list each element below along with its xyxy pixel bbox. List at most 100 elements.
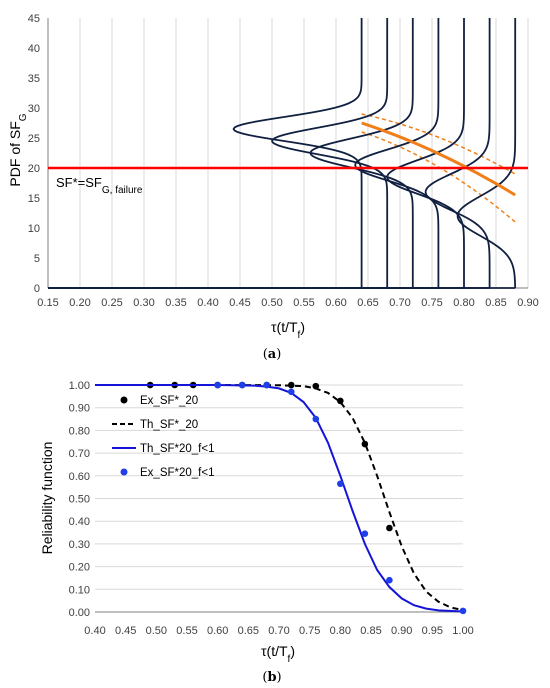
legend-marker <box>120 396 128 404</box>
x-tick-label: 0.15 <box>37 297 58 309</box>
y-tick-label: 0.10 <box>69 584 90 596</box>
x-tick-label: 0.75 <box>421 297 442 309</box>
pdf-curve <box>48 18 465 289</box>
x-tick-label: 0.50 <box>146 625 167 637</box>
x-axis-title-sub: f <box>288 654 291 665</box>
x-tick-label: 0.90 <box>517 297 538 309</box>
panel-label-a-open: ( <box>263 347 268 362</box>
y-tick-label: 0.70 <box>69 448 90 460</box>
legend-label: Ex_SF*_20 <box>140 395 198 407</box>
y-tick-label: 0.50 <box>69 494 90 506</box>
y-tick-label: 0.40 <box>69 516 90 528</box>
y-axis-title-main: PDF of SF <box>7 121 23 186</box>
y-tick-label: 20 <box>28 163 40 175</box>
x-axis-title: τ(t/Tf) <box>261 643 295 665</box>
x-tick-label: 0.75 <box>299 625 320 637</box>
pdf-curve <box>48 18 389 289</box>
x-tick-label: 1.00 <box>452 625 473 637</box>
panel-label-b-letter: b <box>267 670 276 685</box>
x-tick-label: 0.65 <box>238 625 259 637</box>
mean-line <box>361 121 516 197</box>
x-tick-label: 0.50 <box>261 297 282 309</box>
x-tick-label: 0.95 <box>422 625 443 637</box>
y-tick-label: 25 <box>28 133 40 145</box>
data-point <box>287 381 295 389</box>
y-tick-label: 10 <box>28 223 40 235</box>
y-tick-label: 35 <box>28 73 40 85</box>
x-axis-title-close: ) <box>290 643 295 659</box>
x-tick-label: 0.80 <box>330 625 351 637</box>
panel-label-a-close: ) <box>276 347 281 362</box>
x-tick-label: 0.70 <box>389 297 410 309</box>
y-tick-label: 0.80 <box>69 425 90 437</box>
x-tick-label: 0.60 <box>325 297 346 309</box>
y-tick-label: 0 <box>34 283 40 295</box>
legend-label: Th_SF*20_f<1 <box>140 443 214 455</box>
data-point <box>238 381 246 389</box>
x-tick-label: 0.20 <box>69 297 90 309</box>
panel-label-a-letter: a <box>268 347 277 362</box>
series-line <box>95 384 464 612</box>
x-axis-title: τ(t/Tf) <box>271 319 305 341</box>
x-tick-label: 0.85 <box>360 625 381 637</box>
y-tick-label: 40 <box>28 43 40 55</box>
y-axis-title: PDF of SFG <box>7 113 29 186</box>
threshold-label-sub: G, failure <box>102 185 143 196</box>
x-tick-label: 0.25 <box>101 297 122 309</box>
y-tick-label: 0.90 <box>69 403 90 415</box>
x-axis-title-close: ) <box>300 319 305 335</box>
legend-marker <box>120 468 128 476</box>
data-point <box>337 480 344 488</box>
y-tick-label: 0.20 <box>69 562 90 574</box>
threshold-label-main: SF*=SF <box>56 175 102 190</box>
panel-label-b: (b) <box>262 670 281 685</box>
y-tick-label: 30 <box>28 103 40 115</box>
data-point <box>459 607 467 615</box>
data-point <box>361 530 369 537</box>
pdf-curve <box>48 18 440 289</box>
x-axis-title-main: τ(t/T <box>271 319 298 335</box>
chart-a: 0.15 0.20 0.25 0.30 0.35 0.40 0.45 0.50 0.55 0.60… <box>7 13 539 362</box>
panel-label-b-open: ( <box>262 670 267 685</box>
data-point <box>386 524 393 532</box>
data-point <box>312 382 320 390</box>
y-tick-label: 5 <box>34 253 40 265</box>
pdf-curve <box>48 18 363 289</box>
x-tick-label: 0.80 <box>453 297 474 309</box>
x-tick-label: 0.35 <box>165 297 186 309</box>
y-tick-label: 1.00 <box>69 380 90 392</box>
y-tick-label: 0.30 <box>69 539 90 551</box>
x-tick-label: 0.55 <box>293 297 314 309</box>
x-tick-label: 0.45 <box>229 297 250 309</box>
panel-label-b-close: ) <box>277 670 282 685</box>
x-tick-label: 0.65 <box>357 297 378 309</box>
x-tick-label: 0.60 <box>207 625 228 637</box>
pdf-curve <box>48 18 517 289</box>
x-tick-label: 0.30 <box>133 297 154 309</box>
y-tick-label: 15 <box>28 193 40 205</box>
band-upper-line <box>361 113 516 175</box>
x-tick-label: 0.45 <box>115 625 136 637</box>
data-point <box>287 388 295 396</box>
data-point <box>263 381 271 389</box>
threshold-label: SF*=SFG, failure <box>56 175 143 196</box>
legend-label: Th_SF*_20 <box>140 419 198 431</box>
y-axis-title: Reliability function <box>39 442 55 555</box>
y-axis-title-sub: G <box>18 113 29 121</box>
x-tick-label: 0.70 <box>268 625 289 637</box>
x-tick-label: 0.40 <box>84 625 105 637</box>
data-point <box>214 381 221 389</box>
y-tick-label: 0.00 <box>69 607 90 619</box>
y-tick-label: 0.60 <box>69 471 90 483</box>
x-tick-label: 0.55 <box>176 625 197 637</box>
x-axis-title-main: τ(t/T <box>261 643 288 659</box>
x-axis-title-sub: f <box>298 330 301 341</box>
data-point <box>386 576 393 584</box>
x-tick-label: 0.90 <box>391 625 412 637</box>
legend-label: Ex_SF*20_f<1 <box>140 467 214 479</box>
data-point <box>312 415 320 423</box>
pdf-curve <box>48 18 414 289</box>
panel-label-a: (a) <box>263 347 282 362</box>
x-tick-label: 0.40 <box>197 297 218 309</box>
